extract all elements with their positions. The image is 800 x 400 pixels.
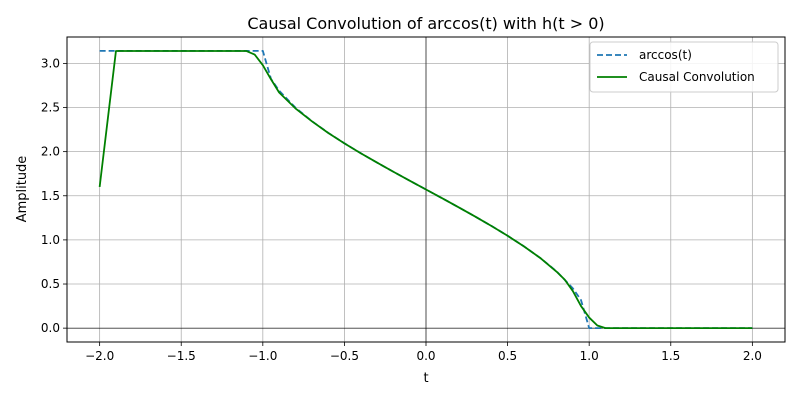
- x-axis-label: t: [423, 371, 428, 386]
- x-tick-label: 1.5: [661, 349, 680, 363]
- x-tick-label: 0.0: [416, 349, 435, 363]
- chart-title: Causal Convolution of arccos(t) with h(t…: [247, 14, 604, 33]
- x-tick-label: 1.0: [580, 349, 599, 363]
- x-tick-label: −0.5: [330, 349, 359, 363]
- y-axis-label: Amplitude: [15, 156, 30, 223]
- y-tick-label: 2.0: [41, 145, 60, 159]
- y-tick-label: 1.0: [41, 233, 60, 247]
- series-lines: [98, 49, 753, 330]
- y-tick-label: 0.5: [41, 277, 60, 291]
- series-causal-convolution-line: [98, 50, 753, 330]
- x-tick-label: 0.5: [498, 349, 517, 363]
- x-ticks: −2.0 −1.5 −1.0 −0.5 0.0 0.5 1.0 1.5 2.0: [85, 342, 762, 363]
- y-tick-label: 3.0: [41, 56, 60, 70]
- legend-box: [589, 41, 779, 93]
- x-tick-label: −1.5: [167, 349, 196, 363]
- y-tick-label: 1.5: [41, 189, 60, 203]
- x-tick-label: 2.0: [743, 349, 762, 363]
- legend-label-arccos: arccos(t): [639, 48, 692, 62]
- x-tick-label: −2.0: [85, 349, 114, 363]
- legend: arccos(t) Causal Convolution: [589, 41, 779, 93]
- legend-label-causal-convolution: Causal Convolution: [639, 70, 755, 84]
- x-tick-label: −1.0: [248, 349, 277, 363]
- y-tick-label: 0.0: [41, 321, 60, 335]
- y-ticks: 0.0 0.5 1.0 1.5 2.0 2.5 3.0: [41, 56, 67, 335]
- y-tick-label: 2.5: [41, 101, 60, 115]
